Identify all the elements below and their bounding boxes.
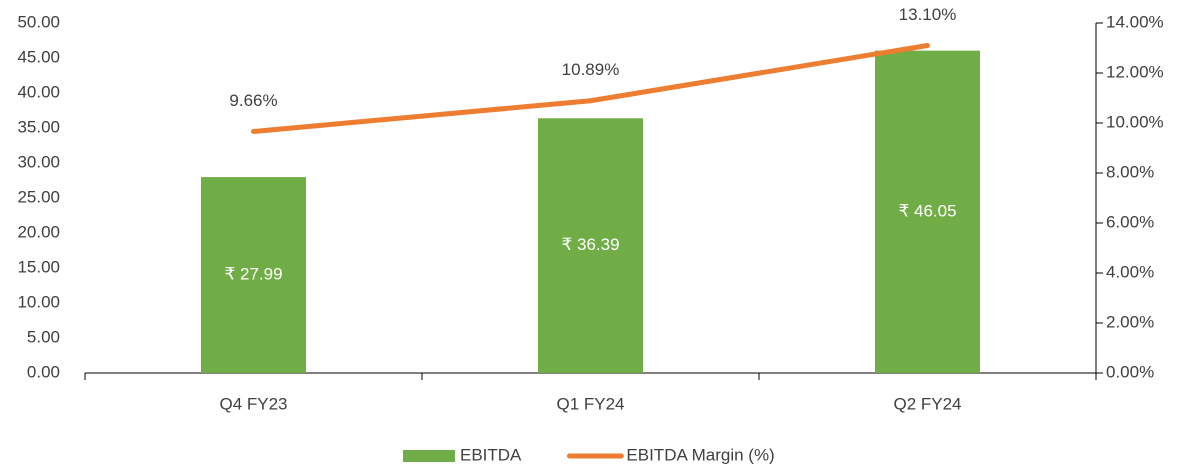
line-value-label: 9.66% [229,91,277,110]
y2-tick-label: 0.00% [1106,362,1154,381]
y2-tick-label: 4.00% [1106,262,1154,281]
y-tick-label: 50.00 [17,12,60,31]
y-tick-label: 15.00 [17,257,60,276]
bar-value-label: ₹ 27.99 [224,265,282,284]
y-tick-label: 20.00 [17,222,60,241]
x-tick-label: Q2 FY24 [893,394,961,413]
bar [538,118,643,374]
y2-tick-label: 6.00% [1106,212,1154,231]
y-tick-label: 40.00 [17,82,60,101]
x-tick-label: Q1 FY24 [556,394,624,413]
y2-tick-label: 12.00% [1106,62,1164,81]
bar [201,177,306,373]
legend-label: EBITDA [460,445,522,464]
bar-value-label: ₹ 36.39 [561,235,619,254]
line-value-label: 10.89% [562,60,620,79]
y2-tick-label: 14.00% [1106,12,1164,31]
legend-label: EBITDA Margin (%) [626,445,774,464]
line [251,43,930,134]
y-tick-label: 45.00 [17,47,60,66]
y-tick-label: 0.00 [27,362,60,381]
y2-tick-label: 2.00% [1106,312,1154,331]
y-tick-label: 35.00 [17,117,60,136]
y2-tick-label: 8.00% [1106,162,1154,181]
x-tick-label: Q4 FY23 [219,394,287,413]
y-tick-label: 30.00 [17,152,60,171]
bar [875,50,980,374]
bar-value-label: ₹ 46.05 [898,201,956,220]
y-tick-label: 10.00 [17,292,60,311]
y2-tick-label: 10.00% [1106,112,1164,131]
line-value-label: 13.10% [899,5,957,24]
y-tick-label: 5.00 [27,327,60,346]
y-tick-label: 25.00 [17,187,60,206]
legend-swatch [403,450,455,462]
